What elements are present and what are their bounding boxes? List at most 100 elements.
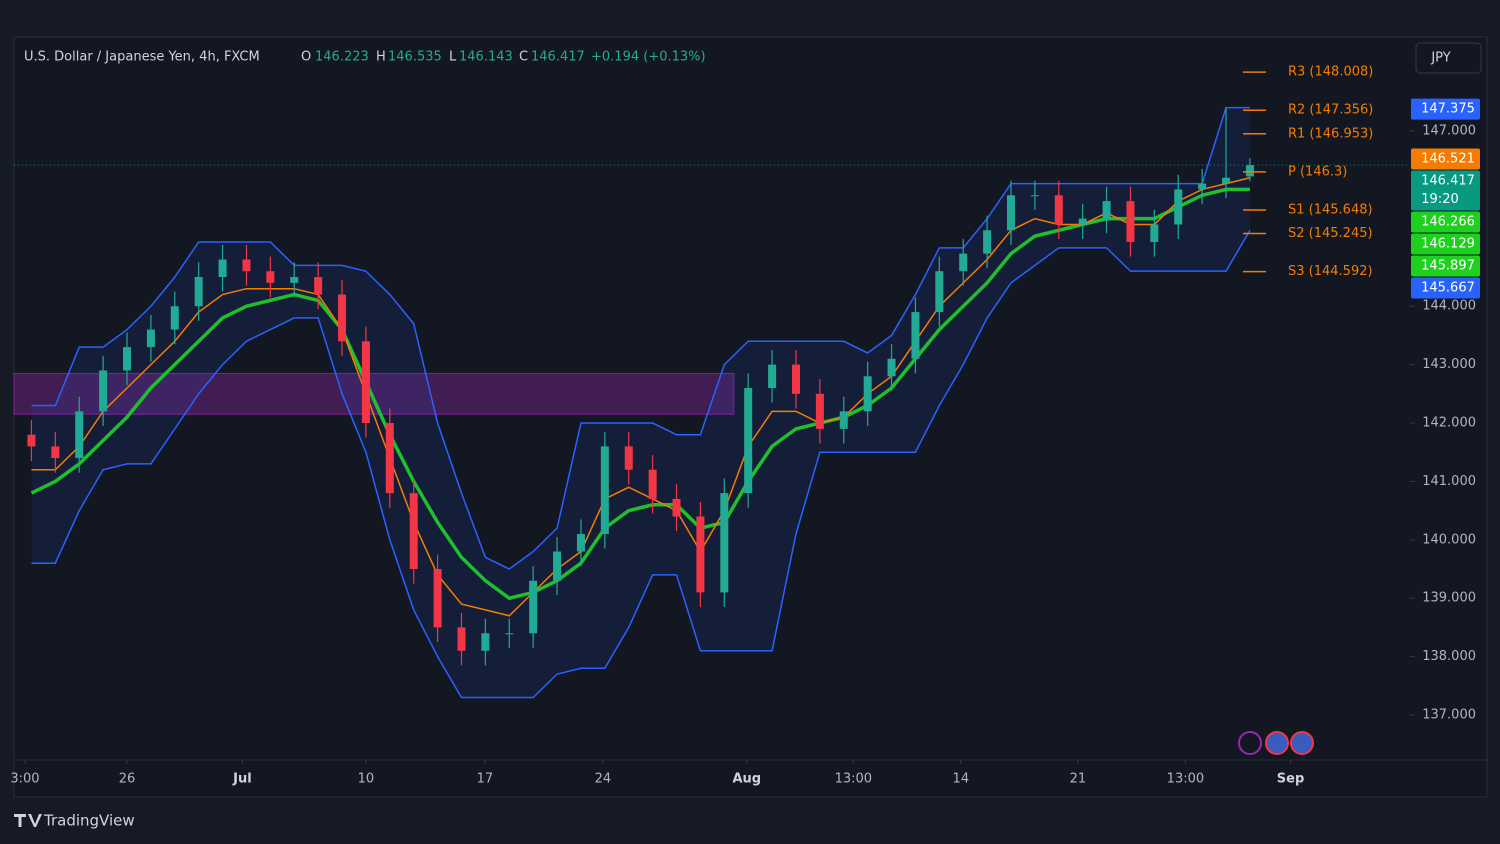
ohlc-key: O xyxy=(301,50,311,65)
candle-body xyxy=(863,376,872,412)
candle-body xyxy=(768,364,777,388)
candle-body xyxy=(51,446,60,459)
candle-body xyxy=(815,393,824,429)
price-badge-label: 146.266 xyxy=(1421,214,1475,229)
ohlc-change: +0.194 (+0.13%) xyxy=(591,50,706,65)
y-tick-label: 138.000 xyxy=(1422,649,1476,664)
x-tick-label: 17 xyxy=(477,772,494,787)
currency-label[interactable]: JPY xyxy=(1430,51,1450,66)
candle-body xyxy=(600,446,609,534)
brand-name: TradingView xyxy=(43,812,135,830)
candle-body xyxy=(290,277,299,283)
candle-body xyxy=(457,627,466,651)
ohlc-value: 146.223 xyxy=(315,50,369,65)
candle-body xyxy=(218,259,227,278)
candle-body xyxy=(1198,183,1207,190)
plot: JulAugSep xyxy=(13,106,1410,699)
candle-body xyxy=(576,533,585,552)
y-tick-label: 140.000 xyxy=(1422,532,1476,547)
x-tick-label: Aug xyxy=(732,772,761,787)
candle-body xyxy=(791,364,800,394)
candle-body xyxy=(1174,189,1183,225)
event-icon[interactable] xyxy=(1238,731,1262,755)
x-tick-label: Jul xyxy=(232,772,252,787)
event-icons xyxy=(1238,731,1314,755)
candle-body xyxy=(744,387,753,494)
x-tick-label: 26 xyxy=(119,772,136,787)
candle-body xyxy=(123,347,132,371)
pivot-label: R2 (147.356) xyxy=(1288,103,1373,118)
candle-body xyxy=(553,551,562,581)
candle-body xyxy=(338,294,347,342)
price-badge-label: 147.375 xyxy=(1421,102,1475,117)
price-badge xyxy=(1411,255,1480,277)
candle-body xyxy=(624,446,633,470)
y-tick-label: 142.000 xyxy=(1422,416,1476,431)
x-tick-label: 13:00 xyxy=(1167,772,1204,787)
legend-header: U.S. Dollar / Japanese Yen, 4h, FXCM O 1… xyxy=(24,50,706,65)
moving-average xyxy=(31,177,1251,617)
candle-body xyxy=(1030,195,1039,197)
x-tick-label: 10 xyxy=(358,772,375,787)
candle-body xyxy=(648,469,657,499)
candle-body xyxy=(242,259,251,272)
y-tick-label: 144.000 xyxy=(1422,299,1476,314)
event-icon[interactable] xyxy=(1290,731,1314,755)
pivot-label: R3 (148.008) xyxy=(1288,65,1373,80)
price-badge xyxy=(1411,277,1480,299)
channel-fill xyxy=(31,107,1250,698)
y-tick-label: 137.000 xyxy=(1422,708,1476,723)
candle-body xyxy=(170,306,179,330)
ohlc-key: C xyxy=(519,50,528,65)
candle-body xyxy=(1078,218,1087,225)
price-badge xyxy=(1411,211,1480,233)
candle-body xyxy=(887,358,896,377)
price-badge-label: 146.417 xyxy=(1421,173,1475,188)
candle-body xyxy=(27,434,36,447)
ohlc-key: L xyxy=(449,50,457,65)
x-tick-label: 14 xyxy=(953,772,970,787)
x-tick-label: 21 xyxy=(1070,772,1087,787)
candle-body xyxy=(99,370,108,412)
y-tick-label: 141.000 xyxy=(1422,474,1476,489)
event-icon[interactable] xyxy=(1265,731,1289,755)
ohlc-value: 146.417 xyxy=(531,50,585,65)
price-badge xyxy=(1411,233,1480,255)
x-tick-label: 13:00 xyxy=(835,772,872,787)
ohlc-value: 146.143 xyxy=(459,50,513,65)
currency-button[interactable] xyxy=(1415,42,1482,74)
candle-body xyxy=(935,271,944,313)
y-tick-label: 139.000 xyxy=(1422,591,1476,606)
candle-body xyxy=(529,580,538,634)
candle-body xyxy=(839,411,848,429)
x-tick-label: Sep xyxy=(1277,772,1305,787)
candle-body xyxy=(1007,195,1016,231)
candle-body xyxy=(696,516,705,593)
pivot-label: S2 (145.245) xyxy=(1288,226,1373,241)
y-tick-label: 143.000 xyxy=(1422,357,1476,372)
x-tick-label: 3:00 xyxy=(10,772,39,787)
pivot-label: S1 (145.648) xyxy=(1288,202,1373,217)
candle-body xyxy=(505,633,514,635)
candle-body xyxy=(1150,224,1159,242)
pivot-label: R1 (146.953) xyxy=(1288,126,1373,141)
price-badge-countdown: 19:20 xyxy=(1421,192,1458,207)
candle-body xyxy=(75,411,84,459)
channel-upper xyxy=(31,106,1250,570)
candle-body xyxy=(266,271,275,283)
candle-body xyxy=(194,277,203,307)
channel-lower xyxy=(31,229,1251,699)
candle-body xyxy=(720,493,729,593)
candle-body xyxy=(672,498,681,517)
candle-body xyxy=(361,341,370,424)
candle-body xyxy=(1102,201,1111,219)
candle-body xyxy=(314,277,323,295)
ohlc-key: H xyxy=(376,50,386,65)
price-badge-label: 146.521 xyxy=(1421,151,1475,166)
candle-body xyxy=(433,569,442,628)
y-tick-label: 147.000 xyxy=(1422,124,1476,139)
candle-body xyxy=(481,633,490,651)
price-badge xyxy=(1411,98,1480,120)
